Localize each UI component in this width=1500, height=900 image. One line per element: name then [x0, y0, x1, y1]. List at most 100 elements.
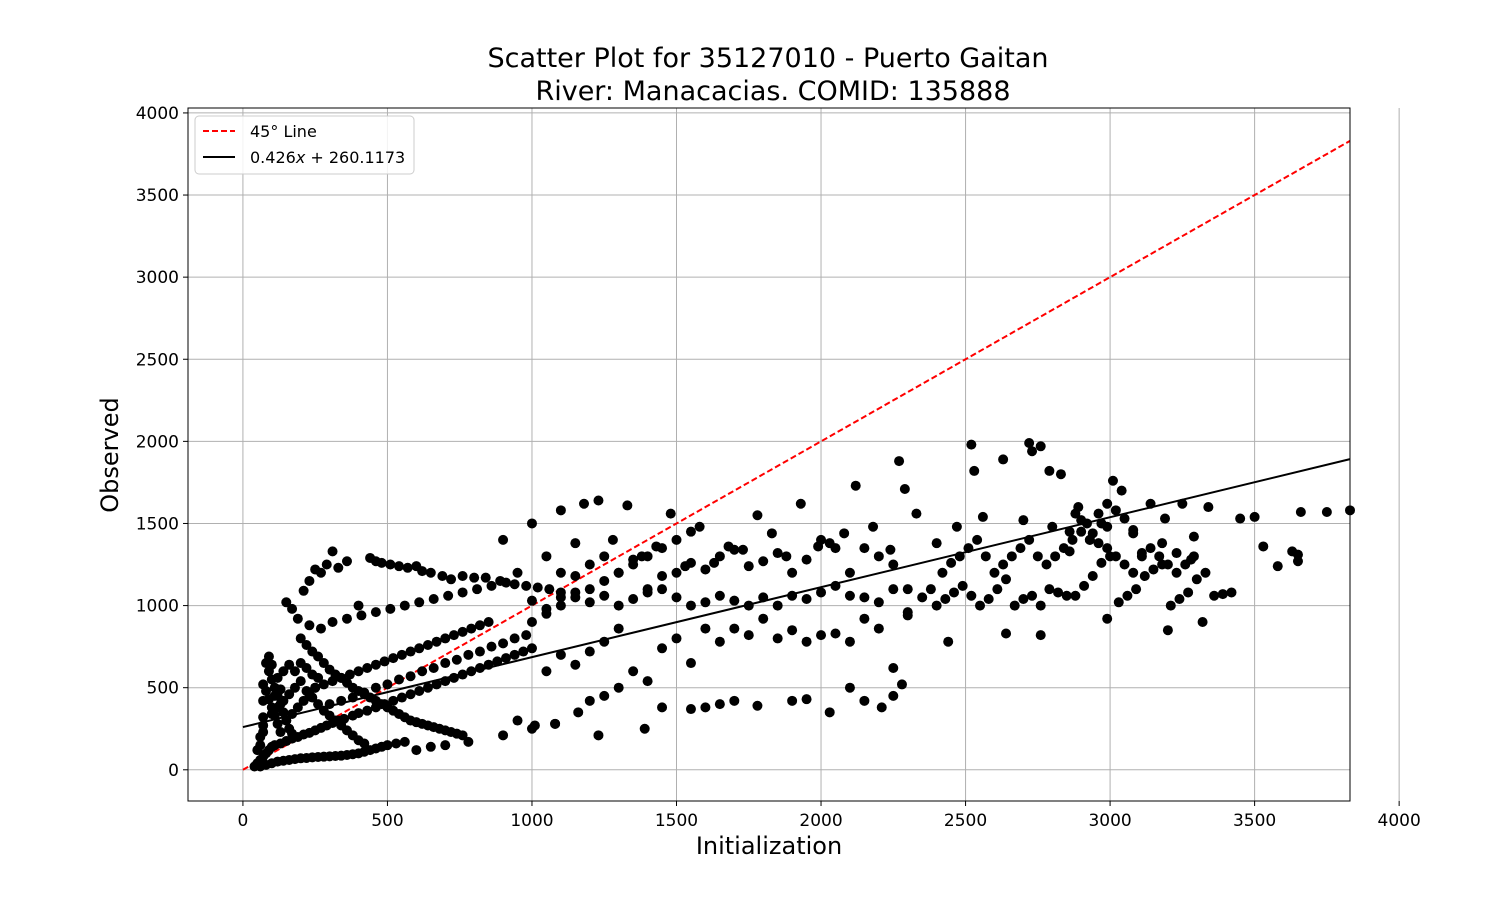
scatter-point	[628, 666, 639, 677]
scatter-point	[555, 600, 566, 611]
scatter-point	[844, 636, 855, 647]
scatter-point	[613, 682, 624, 693]
scatter-point	[1188, 531, 1199, 542]
scatter-point	[1096, 518, 1107, 529]
scatter-point	[327, 676, 338, 687]
scatter-point	[1070, 590, 1081, 601]
scatter-point	[657, 643, 668, 654]
y-tick-label: 3500	[136, 186, 179, 206]
scatter-point	[555, 505, 566, 516]
scatter-point	[824, 707, 835, 718]
legend-fit-rest: + 260.1173	[305, 148, 405, 167]
scatter-point	[743, 561, 754, 572]
scatter-point	[1093, 538, 1104, 549]
scatter-point	[298, 695, 309, 706]
x-tick-label: 3000	[1088, 811, 1131, 831]
scatter-point	[1139, 571, 1150, 582]
scatter-point	[954, 551, 965, 562]
scatter-point	[1035, 630, 1046, 641]
scatter-point	[321, 559, 332, 570]
x-tick-label: 3500	[1233, 811, 1276, 831]
scatter-point	[428, 662, 439, 673]
scatter-point	[1162, 559, 1173, 570]
scatter-point	[379, 656, 390, 667]
scatter-point	[657, 584, 668, 595]
scatter-point	[613, 567, 624, 578]
scatter-point	[1001, 628, 1012, 639]
scatter-point	[584, 695, 595, 706]
y-tick-label: 1000	[136, 597, 179, 617]
scatter-point	[492, 656, 503, 667]
scatter-point	[671, 567, 682, 578]
scatter-point	[431, 679, 442, 690]
scatter-point	[313, 651, 324, 662]
scatter-point	[830, 580, 841, 591]
scatter-point	[405, 689, 416, 700]
scatter-point	[989, 567, 1000, 578]
scatter-point	[417, 666, 428, 677]
scatter-point	[1079, 580, 1090, 591]
scatter-point	[272, 672, 283, 683]
scatter-point	[422, 682, 433, 693]
scatter-point	[888, 690, 899, 701]
scatter-point	[1087, 571, 1098, 582]
scatter-point	[1024, 534, 1035, 545]
scatter-point	[573, 707, 584, 718]
x-tick-label: 4000	[1378, 811, 1421, 831]
scatter-point	[451, 654, 462, 665]
scatter-point	[665, 508, 676, 519]
scatter-point	[509, 649, 520, 660]
scatter-point	[1258, 541, 1269, 552]
scatter-point	[272, 718, 283, 729]
scatter-point	[486, 580, 497, 591]
legend: 45° Line 0.426x + 260.1173	[194, 115, 415, 175]
scatter-point	[966, 439, 977, 450]
reference-lines	[242, 139, 1351, 771]
y-tick-label: 3000	[136, 268, 179, 288]
scatter-point	[917, 592, 928, 603]
legend-fit-label: 0.426x + 260.1173	[250, 148, 405, 167]
gridlines	[188, 108, 1400, 801]
scatter-point	[541, 551, 552, 562]
scatter-point	[694, 521, 705, 532]
scatter-point	[555, 649, 566, 660]
scatter-point	[1044, 584, 1055, 595]
scatter-point	[301, 662, 312, 673]
scatter-point	[963, 543, 974, 554]
scatter-point	[599, 575, 610, 586]
scatter-point	[258, 695, 269, 706]
scatter-point	[787, 590, 798, 601]
scatter-point	[526, 518, 537, 529]
fit-line	[242, 458, 1351, 729]
scatter-point	[1200, 567, 1211, 578]
scatter-point	[1076, 526, 1087, 537]
scatter-point	[1024, 438, 1035, 449]
scatter-point	[425, 567, 436, 578]
scatter-point	[859, 543, 870, 554]
scatter-point	[613, 600, 624, 611]
scatter-point	[292, 702, 303, 713]
scatter-point	[868, 521, 879, 532]
scatter-point	[957, 580, 968, 591]
scatter-point	[1249, 511, 1260, 522]
scatter-point	[425, 741, 436, 752]
scatter-point	[388, 695, 399, 706]
scatter-point	[772, 600, 783, 611]
scatter-point	[584, 584, 595, 595]
scatter-point	[943, 636, 954, 647]
x-tick-label: 2000	[799, 811, 842, 831]
scatter-point	[500, 577, 511, 588]
scatter-point	[474, 620, 485, 631]
scatter-point	[685, 600, 696, 611]
scatter-point	[555, 592, 566, 603]
scatter-point	[1015, 543, 1026, 554]
scatter-point	[278, 666, 289, 677]
scatter-point	[457, 587, 468, 598]
scatter-point	[1122, 590, 1133, 601]
scatter-point	[607, 534, 618, 545]
scatter-point	[1047, 521, 1058, 532]
legend-fit-slope: 0.426	[250, 148, 296, 167]
scatter-point	[541, 603, 552, 614]
scatter-point	[304, 575, 315, 586]
scatter-point	[911, 508, 922, 519]
